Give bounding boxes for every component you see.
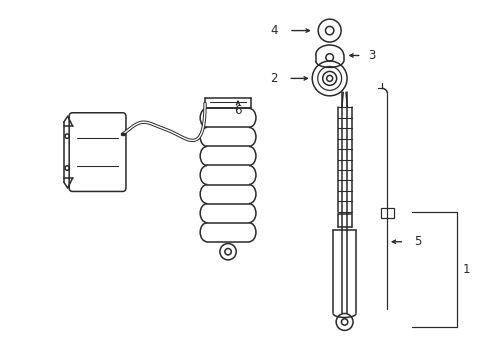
- Text: 3: 3: [367, 49, 374, 62]
- Text: 4: 4: [269, 24, 277, 37]
- Text: 2: 2: [269, 72, 277, 85]
- Text: 1: 1: [462, 263, 469, 276]
- Bar: [380, 208, 393, 218]
- Text: 6: 6: [234, 104, 241, 117]
- Text: 5: 5: [413, 235, 420, 248]
